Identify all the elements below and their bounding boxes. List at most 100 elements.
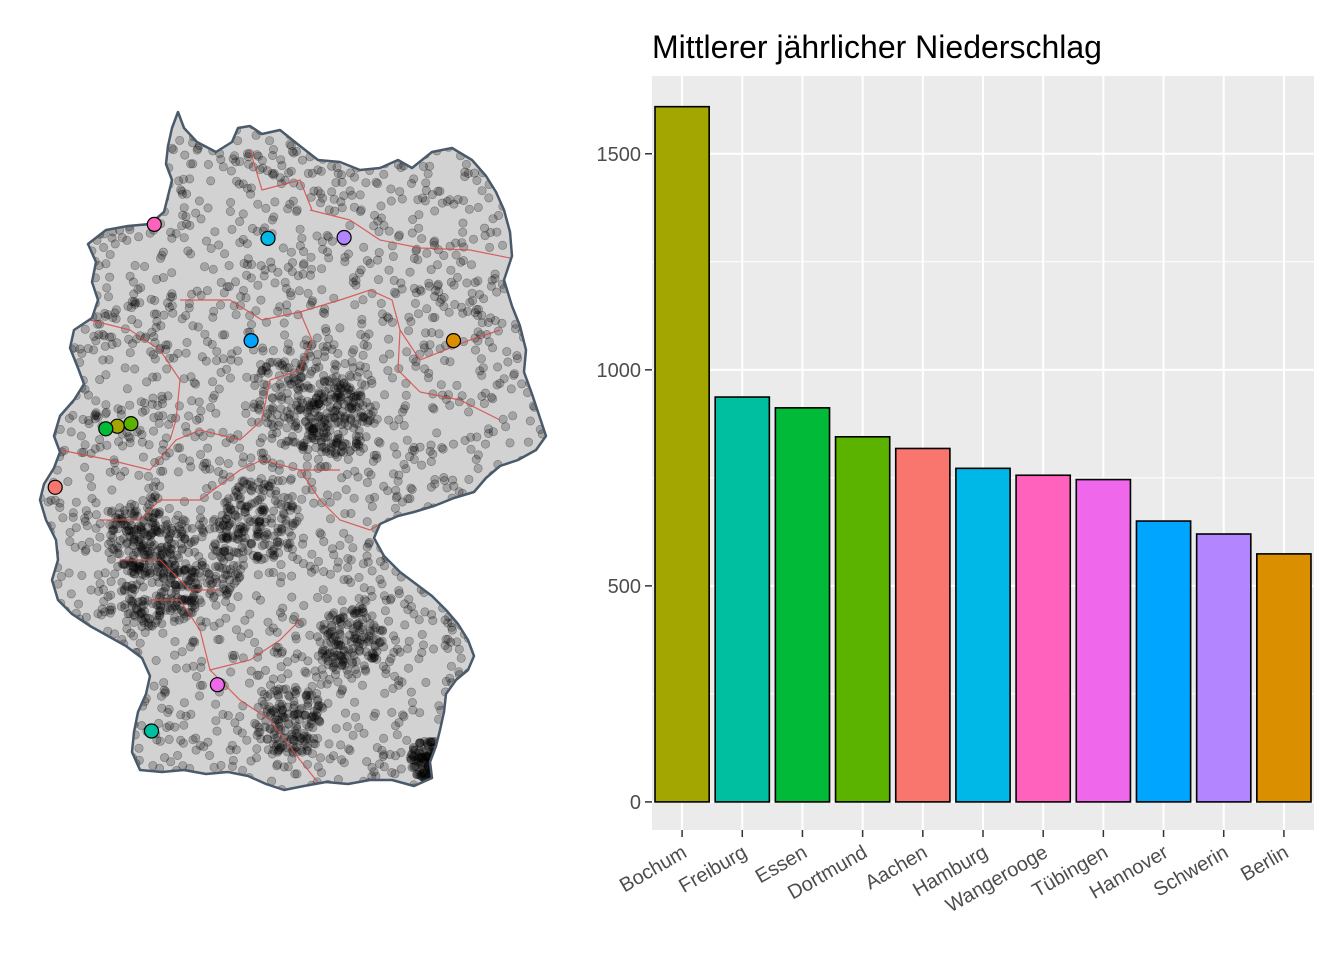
station-dot (469, 168, 479, 178)
station-dot (519, 112, 529, 114)
station-dot (422, 304, 432, 314)
station-dot (524, 461, 534, 471)
station-dot (204, 789, 214, 790)
station-dot (323, 649, 333, 659)
station-dot (369, 221, 379, 231)
station-dot (264, 568, 274, 578)
station-dot (238, 701, 248, 711)
station-dot (345, 446, 355, 456)
station-dot (437, 765, 447, 775)
station-dot (216, 367, 226, 377)
station-dot (518, 725, 528, 735)
station-dot (100, 341, 110, 351)
station-dot (487, 275, 497, 285)
station-dot (200, 329, 210, 339)
station-dot (197, 352, 207, 362)
station-dot (488, 521, 498, 531)
station-dot (436, 567, 446, 577)
station-dot (184, 411, 194, 421)
station-dot (85, 114, 95, 124)
station-dot (276, 500, 286, 510)
station-dot (237, 728, 247, 738)
station-dot (317, 655, 327, 665)
station-dot (208, 312, 218, 322)
station-dot (518, 119, 528, 129)
station-dot (135, 160, 145, 170)
station-dot (107, 233, 117, 243)
station-dot (109, 126, 119, 136)
station-dot (407, 697, 417, 707)
station-dot (523, 152, 533, 162)
station-dot (391, 493, 401, 503)
station-dot (271, 382, 281, 392)
station-dot (257, 696, 267, 706)
station-dot (526, 176, 536, 186)
station-dot (348, 363, 358, 373)
station-dot (209, 593, 219, 603)
station-dot (539, 759, 546, 769)
station-dot (437, 138, 447, 148)
station-dot (543, 681, 546, 691)
station-dot (348, 273, 358, 283)
station-dot (343, 562, 353, 572)
station-dot (339, 758, 349, 768)
station-dot (210, 227, 220, 237)
station-dot (98, 200, 108, 210)
station-dot (125, 652, 135, 662)
station-dot (504, 769, 514, 779)
station-dot (235, 443, 245, 453)
station-dot (342, 722, 352, 732)
station-dot (502, 564, 512, 574)
station-dot (79, 173, 89, 183)
station-dot (40, 217, 42, 227)
station-dot (122, 624, 132, 634)
station-dot (496, 125, 506, 135)
station-dot (40, 407, 47, 417)
station-dot (531, 332, 541, 342)
station-dot (53, 313, 63, 323)
station-dot (365, 626, 375, 636)
station-dot (377, 791, 385, 799)
station-dot (250, 637, 260, 647)
station-dot (506, 718, 516, 728)
station-dot (374, 437, 384, 447)
station-dot (99, 242, 109, 252)
station-dot (222, 364, 232, 374)
station-dot (233, 430, 243, 440)
station-dot (475, 366, 485, 376)
station-dot (328, 751, 338, 761)
station-dot (68, 257, 78, 267)
station-dot (43, 211, 53, 221)
station-dot (165, 721, 175, 731)
station-dot (426, 565, 436, 575)
station-dot (160, 753, 170, 763)
station-dot (107, 737, 117, 747)
station-dot (167, 268, 177, 278)
station-dot (404, 518, 414, 528)
bar-freiburg (714, 396, 771, 803)
station-dot (473, 202, 483, 212)
station-dot (398, 114, 408, 124)
station-dot (364, 537, 374, 547)
station-dot (106, 704, 116, 714)
station-dot (191, 208, 201, 218)
station-dot (375, 138, 385, 148)
station-dot (148, 518, 158, 528)
station-dot (302, 732, 312, 742)
station-dot (128, 560, 138, 570)
station-dot (223, 459, 233, 469)
station-dot (46, 611, 56, 621)
station-dot (539, 622, 546, 632)
station-dot (181, 212, 191, 222)
station-dot (209, 306, 219, 316)
station-dot (495, 686, 505, 696)
station-dot (413, 255, 423, 265)
station-dot (539, 480, 546, 490)
station-dot (125, 271, 135, 281)
station-dot (312, 116, 322, 126)
station-dot (100, 671, 110, 681)
station-dot (105, 467, 115, 477)
station-dot (265, 689, 275, 699)
station-dot (333, 557, 343, 567)
station-dot (307, 690, 317, 700)
